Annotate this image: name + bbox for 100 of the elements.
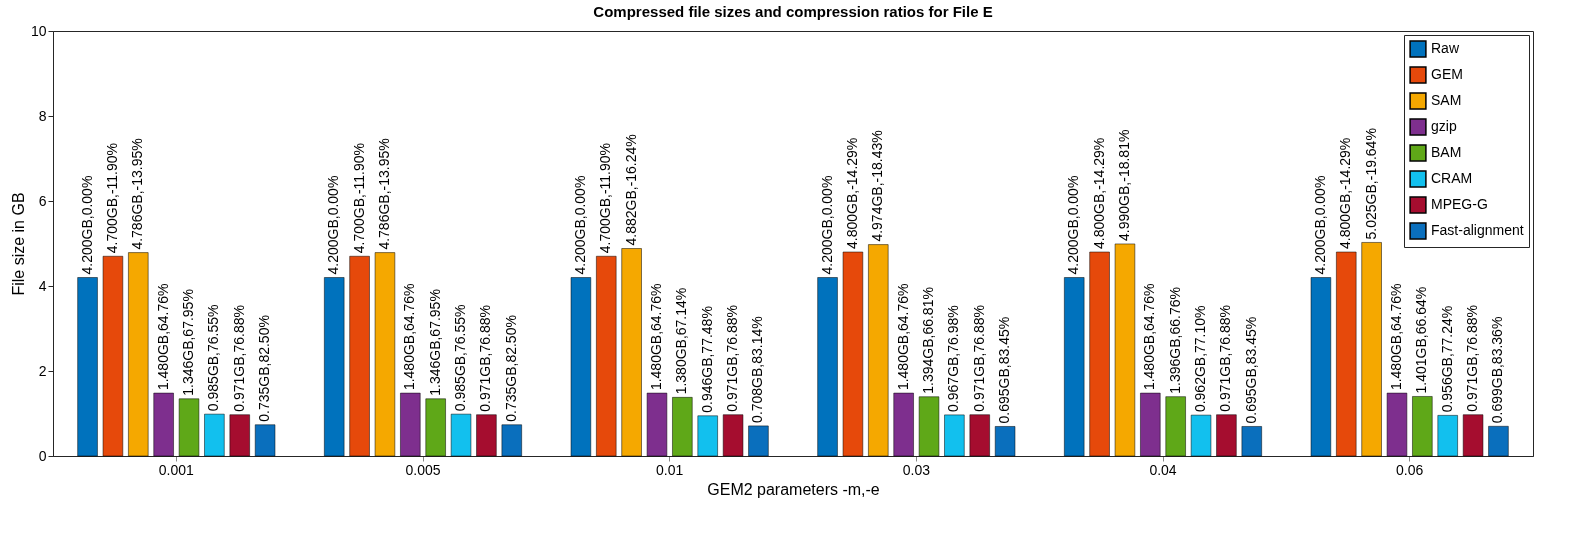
bar [672, 397, 693, 457]
y-tick-label: 2 [38, 362, 47, 379]
bar [374, 252, 396, 457]
bar [1386, 392, 1408, 457]
data-label: 1.480GB,64.76% [401, 283, 418, 391]
data-label: 0.971GB,76.88% [1217, 305, 1234, 412]
bar [501, 424, 522, 457]
data-label: 1.480GB,64.76% [894, 283, 911, 391]
x-tick-label: 0.06 [1396, 461, 1424, 478]
bar [1140, 392, 1161, 457]
data-label: 1.380GB,67.14% [673, 287, 690, 395]
x-tick-label: 0.005 [405, 461, 441, 478]
data-label: 0.967GB,76.98% [945, 305, 962, 412]
bar [1437, 415, 1458, 457]
data-label: 4.700GB,-11.90% [597, 142, 614, 254]
data-label: 4.200GB,0.00% [571, 175, 588, 275]
y-tick-label: 10 [30, 22, 47, 39]
data-label: 0.956GB,77.24% [1438, 305, 1455, 413]
chart-title: Compressed file sizes and compression ratios for File E [593, 3, 993, 20]
data-label: 0.971GB,76.88% [477, 305, 494, 412]
data-label: 0.971GB,76.88% [1464, 305, 1481, 412]
bar [476, 414, 497, 457]
bar [204, 413, 225, 457]
bar [697, 415, 718, 457]
bar [425, 398, 446, 457]
data-label: 4.990GB,-18.81% [1115, 129, 1132, 241]
bar [450, 413, 472, 457]
data-label: 1.480GB,64.76% [1387, 283, 1404, 391]
bar [1412, 396, 1433, 457]
y-tick-label: 4 [38, 277, 47, 294]
data-label: 0.708GB,83.14% [749, 316, 766, 423]
data-label: 4.800GB,-14.29% [1337, 137, 1354, 249]
bar [944, 414, 965, 457]
data-label: 0.985GB,76.55% [205, 304, 222, 412]
y-tick-label: 8 [38, 107, 47, 124]
legend-label: CRAM [1431, 170, 1473, 186]
bar [153, 392, 174, 457]
bar [1216, 414, 1237, 457]
legend-label: Raw [1431, 40, 1460, 56]
bar [400, 392, 421, 457]
data-label: 1.396GB,66.76% [1166, 287, 1183, 394]
bar [868, 244, 889, 457]
data-label: 4.200GB,0.00% [78, 175, 95, 275]
x-tick-label: 0.01 [656, 461, 684, 478]
data-label: 1.480GB,64.76% [1141, 283, 1158, 391]
bar [178, 398, 200, 457]
bar [570, 277, 592, 457]
bar [77, 277, 98, 457]
data-label: 4.200GB,0.00% [325, 175, 342, 275]
bar [1361, 242, 1382, 457]
y-tick-label: 0 [38, 447, 47, 464]
data-label: 4.700GB,-11.90% [103, 142, 120, 254]
data-label: 4.200GB,0.00% [1311, 175, 1328, 275]
data-label: 0.971GB,76.88% [970, 305, 987, 412]
data-label: 4.800GB,-14.29% [1090, 137, 1107, 249]
data-label: 0.699GB,83.36% [1489, 316, 1506, 424]
x-tick-label: 0.03 [902, 461, 931, 478]
data-label: 4.200GB,0.00% [1065, 175, 1082, 275]
bar [229, 414, 250, 457]
data-label: 4.200GB,0.00% [818, 175, 835, 275]
data-label: 4.786GB,-13.95% [129, 138, 146, 250]
data-label: 0.971GB,76.88% [230, 305, 247, 412]
legend-label: GEM [1431, 66, 1463, 82]
data-label: 0.695GB,83.45% [1242, 316, 1259, 424]
bar [1064, 277, 1085, 457]
bar [1241, 426, 1262, 457]
bar [1488, 426, 1509, 457]
legend-label: Fast-alignment [1431, 222, 1524, 238]
bar [1336, 251, 1357, 457]
data-label: 0.971GB,76.88% [724, 305, 741, 412]
data-label: 1.401GB,66.64% [1413, 286, 1430, 394]
bar [994, 426, 1016, 457]
bar [646, 392, 668, 457]
data-label: 4.974GB,-18.43% [869, 130, 886, 242]
data-label: 0.946GB,77.48% [698, 306, 715, 413]
bar [969, 414, 990, 457]
bar [918, 396, 940, 457]
bar [748, 425, 769, 457]
bar [722, 414, 744, 457]
legend-label: MPEG-G [1431, 196, 1488, 212]
bar [324, 277, 345, 457]
bar [349, 256, 370, 457]
y-tick-label: 6 [38, 192, 47, 209]
data-label: 1.346GB,67.95% [180, 289, 197, 396]
legend-label: SAM [1431, 92, 1462, 108]
x-tick-label: 0.001 [158, 461, 195, 478]
bar [1310, 277, 1332, 457]
data-label: 0.985GB,76.55% [452, 304, 469, 412]
legend-label: gzip [1431, 118, 1457, 134]
data-label: 4.786GB,-13.95% [375, 138, 392, 250]
bar [254, 424, 276, 457]
bar [842, 251, 864, 457]
data-label: 1.394GB,66.81% [920, 287, 937, 394]
bar [1089, 251, 1110, 457]
legend-label: BAM [1431, 144, 1462, 160]
bar [596, 256, 617, 457]
data-label: 4.700GB,-11.90% [350, 142, 367, 254]
y-axis-title: File size in GB [9, 192, 27, 296]
data-label: 0.735GB,82.50% [256, 315, 273, 422]
data-label: 4.882GB,-16.24% [622, 134, 639, 246]
